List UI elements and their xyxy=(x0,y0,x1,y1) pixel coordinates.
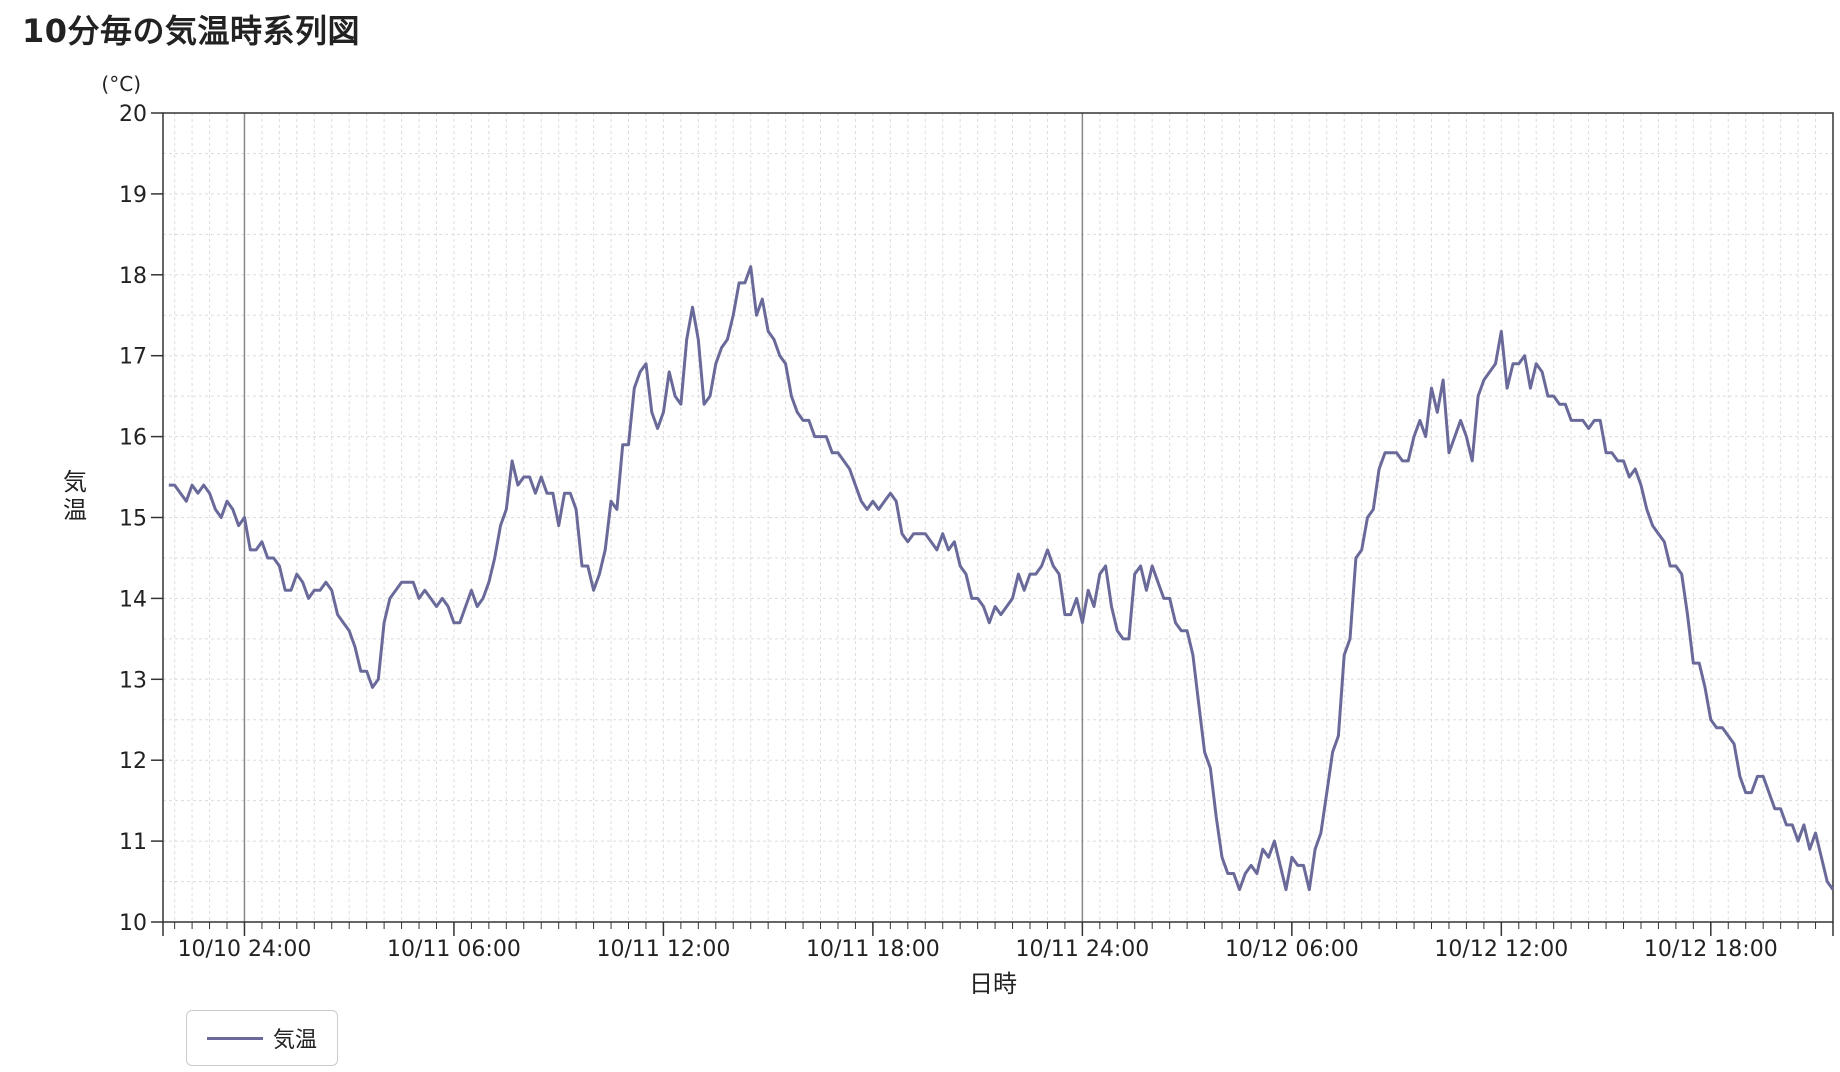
y-axis-title: 気温 xyxy=(63,468,87,524)
x-tick-label: 10/12 18:00 xyxy=(1644,937,1778,962)
x-axis: 10/10 24:00 10/11 06:00 10/11 12:00 10/11 1… xyxy=(162,922,1834,962)
legend-swatch xyxy=(207,1036,263,1040)
y-tick-label: 20 xyxy=(119,102,147,127)
legend-label: 気温 xyxy=(273,1028,318,1053)
y-axis-unit: (°C) xyxy=(101,72,141,96)
x-tick-label: 10/11 24:00 xyxy=(1015,937,1149,962)
y-tick-label: 12 xyxy=(119,749,147,774)
chart-title: 10分毎の気温時系列図 xyxy=(22,12,361,50)
x-tick-label: 10/11 18:00 xyxy=(806,937,940,962)
x-tick-label: 10/11 06:00 xyxy=(387,937,521,962)
y-axis: 10 11 12 13 14 15 16 17 18 19 20 xyxy=(119,102,163,936)
y-tick-label: 15 xyxy=(119,507,147,532)
legend: 気温 xyxy=(186,1010,338,1066)
y-tick-label: 18 xyxy=(119,264,147,289)
y-tick-label: 19 xyxy=(119,183,147,208)
x-tick-label: 10/10 24:00 xyxy=(178,937,312,962)
x-tick-label: 10/11 12:00 xyxy=(597,937,731,962)
y-tick-label: 16 xyxy=(119,426,147,451)
y-tick-label: 17 xyxy=(119,345,147,370)
series-line-kion xyxy=(168,265,1835,892)
minor-grid xyxy=(163,113,1834,922)
x-tick-label: 10/12 06:00 xyxy=(1225,937,1359,962)
y-tick-label: 13 xyxy=(119,668,147,693)
x-tick-label: 10/12 12:00 xyxy=(1434,937,1568,962)
y-tick-label: 14 xyxy=(119,587,147,612)
x-axis-title: 日時 xyxy=(969,970,1017,998)
y-tick-label: 11 xyxy=(119,830,147,855)
y-tick-label: 10 xyxy=(119,911,147,936)
